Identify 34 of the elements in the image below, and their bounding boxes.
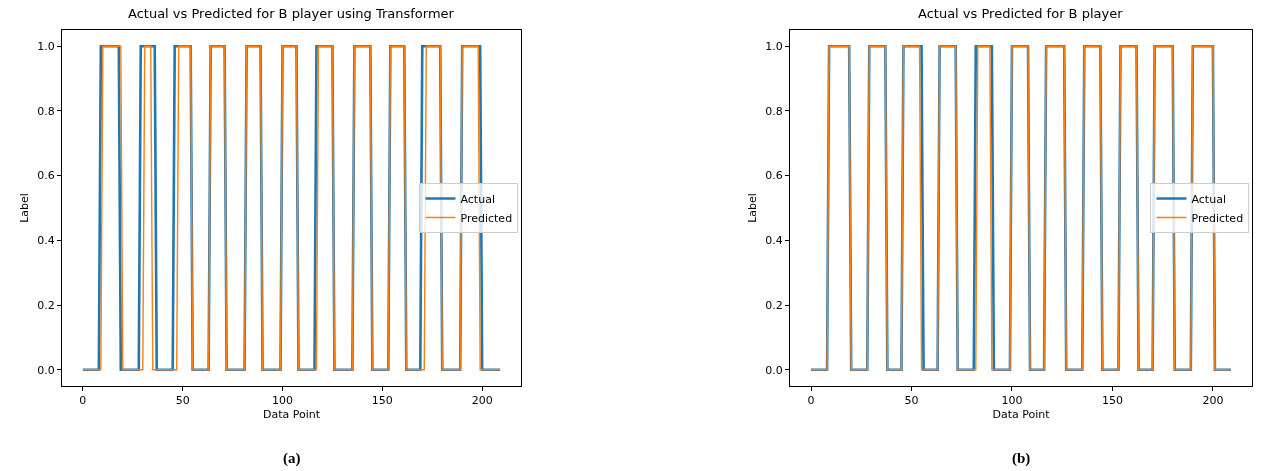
x-tick-label: 0: [807, 394, 815, 408]
legend-label: Actual: [460, 192, 495, 206]
y-tick-label: 0.8: [765, 104, 783, 118]
y-tick-label: 0.6: [37, 169, 55, 183]
x-tick-label: 200: [1202, 394, 1224, 408]
y-tick-label: 0.6: [765, 169, 783, 183]
y-tick-label: 0.2: [37, 298, 55, 312]
y-tick-label: 0.8: [37, 104, 55, 118]
y-tick-label: 1.0: [37, 40, 55, 54]
x-axis-title: Data Point: [262, 408, 321, 422]
x-tick-label: 150: [371, 394, 393, 408]
x-tick-label: 50: [175, 394, 190, 408]
x-axis-title: Data Point: [992, 408, 1051, 422]
legend-label: Actual: [1191, 192, 1226, 206]
y-axis-title: Label: [17, 193, 31, 223]
x-tick-label: 150: [1101, 394, 1123, 408]
legend-label: Predicted: [1191, 211, 1244, 225]
x-tick-label: 50: [904, 394, 919, 408]
x-tick-label: 100: [272, 394, 294, 408]
x-tick-label: 100: [1001, 394, 1023, 408]
legend-label: Predicted: [460, 211, 513, 225]
y-tick-label: 0.0: [37, 363, 55, 377]
text: (b): [1012, 450, 1031, 467]
chart-title: Actual vs Predicted for B player using Transformer: [128, 6, 455, 21]
y-tick-label: 0.2: [765, 298, 783, 312]
y-tick-label: 0.4: [37, 234, 55, 248]
y-tick-label: 0.0: [765, 363, 783, 377]
chart-title: Actual vs Predicted for B player: [918, 6, 1124, 21]
y-axis-title: Label: [745, 193, 759, 223]
x-tick-label: 200: [471, 394, 493, 408]
y-tick-label: 1.0: [765, 40, 783, 54]
x-tick-label: 0: [79, 394, 87, 408]
text: (a): [283, 450, 301, 467]
y-tick-label: 0.4: [765, 234, 783, 248]
